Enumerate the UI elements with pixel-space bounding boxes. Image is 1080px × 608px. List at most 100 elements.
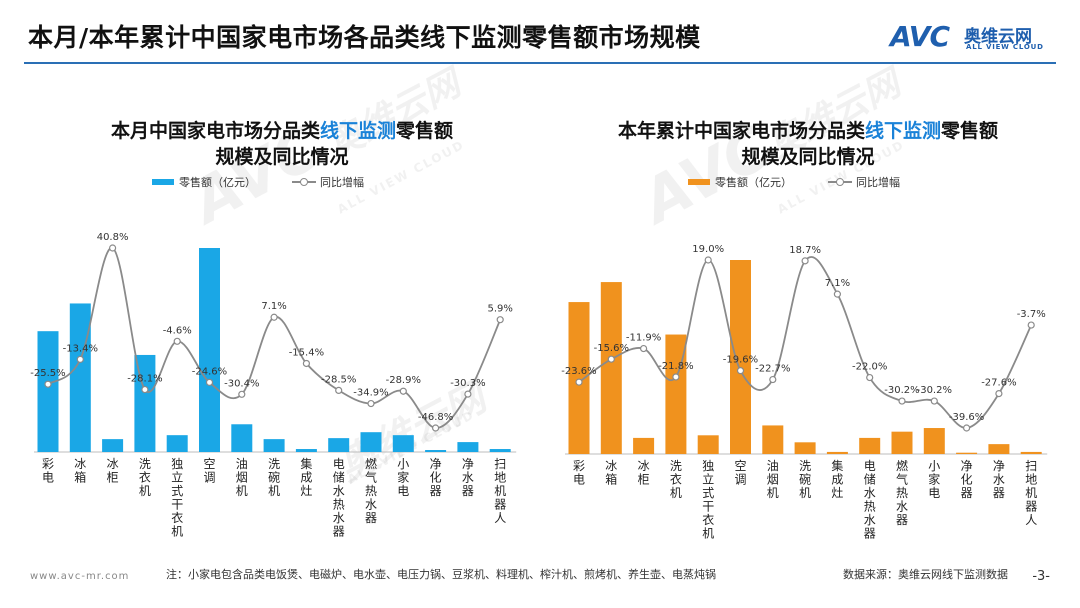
ytd-bar xyxy=(956,452,978,454)
ytd-yoy-point xyxy=(1027,321,1035,329)
ytd-chart-panel: 本年累计中国家电市场分品类线下监测零售额 规模及同比情况 零售额（亿元） 同比增… xyxy=(548,110,1068,550)
monthly-category-label: 家 xyxy=(397,470,409,485)
ytd-yoy-label: -21.8% xyxy=(658,361,693,372)
monthly-bar xyxy=(134,354,156,452)
ytd-yoy-point xyxy=(704,256,712,264)
ytd-category-label: 地 xyxy=(1025,473,1037,487)
monthly-yoy-line xyxy=(47,247,502,429)
ytd-yoy-label: -39.6% xyxy=(949,412,984,423)
ytd-category-label: 燃 xyxy=(896,458,908,473)
ytd-yoy-point xyxy=(930,397,938,405)
monthly-yoy-label: -46.8% xyxy=(418,412,453,423)
ytd-category-label: 洗 xyxy=(670,459,682,473)
monthly-category-label: 箱 xyxy=(74,470,86,485)
ytd-category-label: 水 xyxy=(864,513,876,527)
monthly-category-label: 成 xyxy=(300,471,312,485)
monthly-category-label: 化 xyxy=(430,471,442,485)
monthly-category-label: 机 xyxy=(171,525,183,539)
monthly-yoy-label: 5.9% xyxy=(487,304,512,315)
ytd-category-label: 洗 xyxy=(799,459,811,473)
monthly-category-label: 机 xyxy=(494,484,506,498)
header-rule xyxy=(24,62,1056,64)
monthly-category-label: 冰 xyxy=(107,457,119,471)
page-title: 本月/本年累计中国家电市场各品类线下监测零售额市场规模 xyxy=(28,23,701,52)
ytd-category-label: 独 xyxy=(702,459,714,473)
footer-site: www.avc-mr.com xyxy=(30,571,130,582)
monthly-yoy-label: -28.5% xyxy=(321,374,356,385)
monthly-category-label: 小 xyxy=(397,457,409,471)
ytd-yoy-point xyxy=(995,389,1003,398)
ytd-bar xyxy=(923,428,945,454)
ytd-category-label: 机 xyxy=(799,486,811,500)
legend-bar-swatch xyxy=(152,179,174,185)
monthly-bar xyxy=(231,424,253,452)
ytd-category-label: 气 xyxy=(896,472,908,487)
monthly-category-label: 柜 xyxy=(107,471,119,485)
ytd-yoy-line xyxy=(578,256,1033,429)
ytd-yoy-label: -11.9% xyxy=(626,333,661,344)
ytd-category-label: 机 xyxy=(670,486,682,500)
ytd-category-label: 净 xyxy=(993,459,1005,473)
page-number: -3- xyxy=(1032,569,1050,584)
monthly-yoy-point xyxy=(141,385,149,394)
ytd-yoy-label: -3.7% xyxy=(1017,309,1046,320)
monthly-category-label: 机 xyxy=(268,484,280,498)
monthly-bar xyxy=(489,449,511,452)
monthly-bar xyxy=(199,248,220,452)
monthly-category-label: 冰 xyxy=(74,457,86,471)
monthly-yoy-label: 40.8% xyxy=(97,232,129,243)
monthly-yoy-label: -30.3% xyxy=(450,378,485,389)
legend-line-swatch xyxy=(292,177,316,187)
monthly-category-label: 独 xyxy=(171,457,183,471)
monthly-yoy-point xyxy=(335,386,343,394)
ytd-bar xyxy=(697,435,719,454)
ytd-bar xyxy=(1020,451,1042,454)
ytd-category-label: 立 xyxy=(702,472,714,487)
ytd-yoy-label: -19.6% xyxy=(723,355,758,366)
monthly-category-label: 衣 xyxy=(171,510,183,525)
monthly-category-label: 器 xyxy=(365,511,377,525)
monthly-bar xyxy=(37,331,59,452)
ytd-bar xyxy=(600,282,622,454)
monthly-title-line2: 规模及同比情况 xyxy=(215,146,349,168)
legend-line-label: 同比增幅 xyxy=(856,176,900,189)
monthly-yoy-point xyxy=(44,380,52,388)
monthly-bar xyxy=(102,439,124,452)
monthly-category-label: 洗 xyxy=(139,457,151,471)
monthly-category-label: 器 xyxy=(462,484,474,498)
ytd-yoy-point xyxy=(736,367,745,375)
monthly-legend: 零售额（亿元） 同比增幅 xyxy=(152,174,364,190)
monthly-yoy-point xyxy=(173,337,181,345)
ytd-category-label: 集 xyxy=(831,458,843,473)
ytd-category-label: 器 xyxy=(864,527,876,541)
ytd-legend: 零售额（亿元） 同比增幅 xyxy=(688,174,900,190)
ytd-yoy-point xyxy=(898,397,906,405)
ytd-yoy-point xyxy=(672,373,680,381)
monthly-category-label: 电 xyxy=(397,484,409,498)
ytd-category-label: 小 xyxy=(928,459,940,473)
ytd-category-label: 烟 xyxy=(767,473,779,487)
legend-line-swatch xyxy=(828,177,852,187)
monthly-category-label: 烟 xyxy=(236,471,248,485)
monthly-yoy-label: -25.5% xyxy=(30,368,65,379)
ytd-bar xyxy=(988,444,1010,454)
ytd-category-label: 净 xyxy=(961,459,973,473)
legend-bar-label: 零售额（亿元） xyxy=(179,176,256,189)
ytd-yoy-label: -22.0% xyxy=(852,362,887,373)
ytd-yoy-label: 19.0% xyxy=(692,244,724,255)
monthly-bar xyxy=(457,442,479,452)
monthly-yoy-point xyxy=(270,313,278,321)
ytd-category-label: 碗 xyxy=(799,472,811,487)
monthly-category-label: 储 xyxy=(333,470,345,485)
monthly-yoy-point xyxy=(302,359,310,368)
monthly-category-label: 水 xyxy=(333,484,345,498)
ytd-yoy-label: -30.2% xyxy=(917,385,952,396)
ytd-category-label: 器 xyxy=(993,486,1005,500)
monthly-category-label: 立 xyxy=(171,470,183,485)
monthly-yoy-point xyxy=(496,316,504,324)
ytd-yoy-label: -15.6% xyxy=(594,343,629,354)
monthly-bar xyxy=(392,435,414,452)
monthly-category-label: 净 xyxy=(462,457,474,471)
monthly-category-label: 水 xyxy=(365,498,377,512)
ytd-category-label: 器 xyxy=(896,513,908,527)
